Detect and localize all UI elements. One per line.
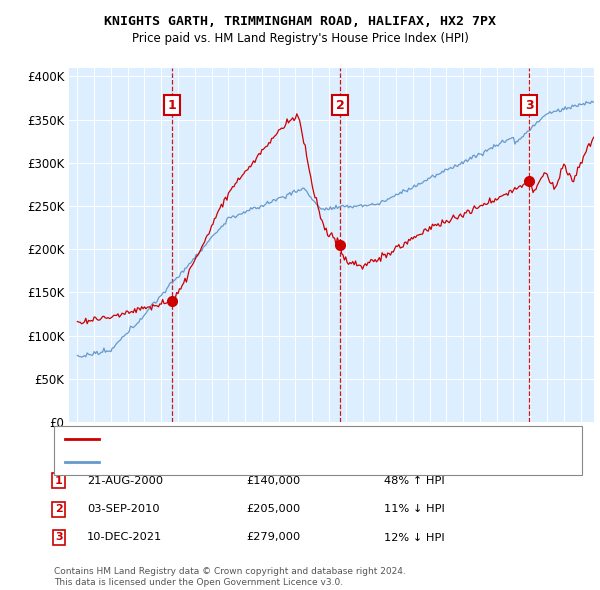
Text: HPI: Average price, detached house, Calderdale: HPI: Average price, detached house, Cald…: [104, 457, 342, 467]
Text: 10-DEC-2021: 10-DEC-2021: [87, 533, 162, 542]
Text: £279,000: £279,000: [246, 533, 300, 542]
Text: 1: 1: [167, 99, 176, 112]
Text: 03-SEP-2010: 03-SEP-2010: [87, 504, 160, 514]
Text: This data is licensed under the Open Government Licence v3.0.: This data is licensed under the Open Gov…: [54, 578, 343, 587]
Text: £140,000: £140,000: [246, 476, 300, 486]
Text: 2: 2: [336, 99, 344, 112]
Text: 11% ↓ HPI: 11% ↓ HPI: [384, 504, 445, 514]
Text: 48% ↑ HPI: 48% ↑ HPI: [384, 476, 445, 486]
Text: 21-AUG-2000: 21-AUG-2000: [87, 476, 163, 486]
Text: Contains HM Land Registry data © Crown copyright and database right 2024.: Contains HM Land Registry data © Crown c…: [54, 568, 406, 576]
Text: 2: 2: [55, 504, 62, 514]
Text: £205,000: £205,000: [246, 504, 300, 514]
Text: Price paid vs. HM Land Registry's House Price Index (HPI): Price paid vs. HM Land Registry's House …: [131, 32, 469, 45]
Text: 3: 3: [525, 99, 533, 112]
Text: KNIGHTS GARTH, TRIMMINGHAM ROAD, HALIFAX, HX2 7PX (detached house): KNIGHTS GARTH, TRIMMINGHAM ROAD, HALIFAX…: [104, 434, 486, 444]
Text: 3: 3: [55, 533, 62, 542]
Text: 1: 1: [55, 476, 62, 486]
Text: 12% ↓ HPI: 12% ↓ HPI: [384, 533, 445, 542]
Text: KNIGHTS GARTH, TRIMMINGHAM ROAD, HALIFAX, HX2 7PX: KNIGHTS GARTH, TRIMMINGHAM ROAD, HALIFAX…: [104, 15, 496, 28]
